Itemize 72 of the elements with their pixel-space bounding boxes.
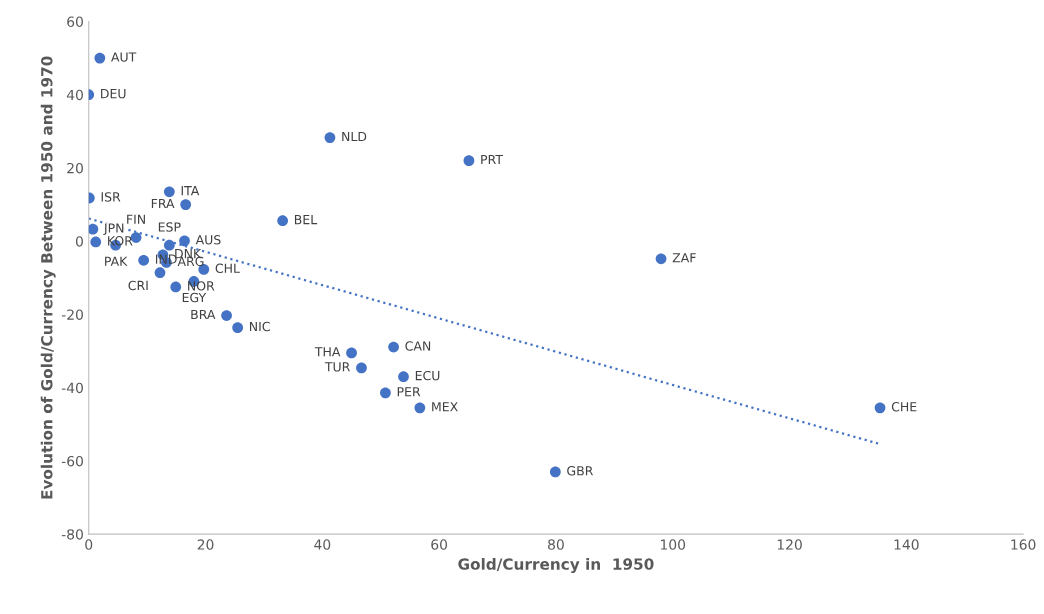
annotation: AUS <box>195 235 221 245</box>
x-tick-label: 0 <box>85 539 93 550</box>
point <box>398 371 409 383</box>
point <box>549 466 561 478</box>
point <box>94 52 106 64</box>
point <box>463 155 475 167</box>
point <box>380 387 391 399</box>
point <box>198 264 210 275</box>
y-tick-label: 40 <box>66 89 83 101</box>
point <box>356 362 367 374</box>
x-tick-label: 60 <box>431 539 448 550</box>
annotation: THA <box>314 347 341 357</box>
point <box>90 236 102 248</box>
annotation: ESP <box>158 222 181 232</box>
x-tick-label: 100 <box>661 539 686 550</box>
annotation: CHL <box>215 263 240 274</box>
y-tick-label: -20 <box>61 309 83 320</box>
x-axis-title: Gold/Currency in 1950 <box>458 558 654 573</box>
annotation: ITA <box>181 186 200 196</box>
annotation: JPN <box>103 223 124 236</box>
annotation: BEL <box>294 215 318 225</box>
y-tick-label: 0 <box>75 236 83 247</box>
x-tick-label: 40 <box>314 539 331 550</box>
annotation: TUR <box>324 362 350 372</box>
point <box>277 215 288 227</box>
point <box>88 223 99 235</box>
annotation: NLD <box>342 131 367 142</box>
point <box>346 347 357 359</box>
point <box>874 402 886 414</box>
annotation: PRT <box>481 154 504 165</box>
annotation: CAN <box>405 341 431 351</box>
x-tick-label: 120 <box>777 539 802 550</box>
annotation: CHE <box>891 402 917 412</box>
point <box>154 267 166 279</box>
point <box>221 310 232 321</box>
point <box>170 281 182 293</box>
annotation: NIC <box>249 321 270 332</box>
annotation: ZAF <box>672 253 696 263</box>
x-tick-label: 80 <box>548 539 564 550</box>
annotation: AUT <box>111 52 137 62</box>
y-tick-label: 60 <box>67 16 83 27</box>
point <box>232 322 244 334</box>
y-tick-label: -60 <box>61 455 83 467</box>
y-tick-label: -40 <box>61 382 83 394</box>
annotation: PAK <box>105 256 128 266</box>
annotation: ISR <box>101 192 121 202</box>
y-tick-label: 20 <box>67 162 83 174</box>
point <box>655 253 667 265</box>
point <box>179 235 190 247</box>
annotation: FRA <box>151 198 175 209</box>
point <box>414 402 426 414</box>
annotation: GBR <box>567 466 594 476</box>
annotation: FIN <box>127 214 145 224</box>
y-axis-title: Evolution of Gold/Currency Between 1950 and 1970 <box>40 56 56 499</box>
annotation: MEX <box>432 402 458 412</box>
x-tick-label: 20 <box>197 539 214 550</box>
point <box>388 341 399 353</box>
point <box>163 239 175 251</box>
annotation: PER <box>397 387 421 397</box>
point <box>324 132 336 143</box>
point <box>138 254 150 266</box>
y-tick-label: -80 <box>61 529 83 540</box>
annotation: EGY <box>182 292 207 303</box>
annotation: NOR <box>188 281 215 291</box>
x-tick-label: 160 <box>1011 539 1036 550</box>
x-tick-label: 140 <box>894 539 919 550</box>
point <box>163 186 175 198</box>
annotation: CRI <box>128 280 148 291</box>
point <box>180 199 192 210</box>
annotation: DEU <box>101 89 126 99</box>
annotation: BRA <box>191 309 216 319</box>
annotation: ECU <box>415 370 440 381</box>
